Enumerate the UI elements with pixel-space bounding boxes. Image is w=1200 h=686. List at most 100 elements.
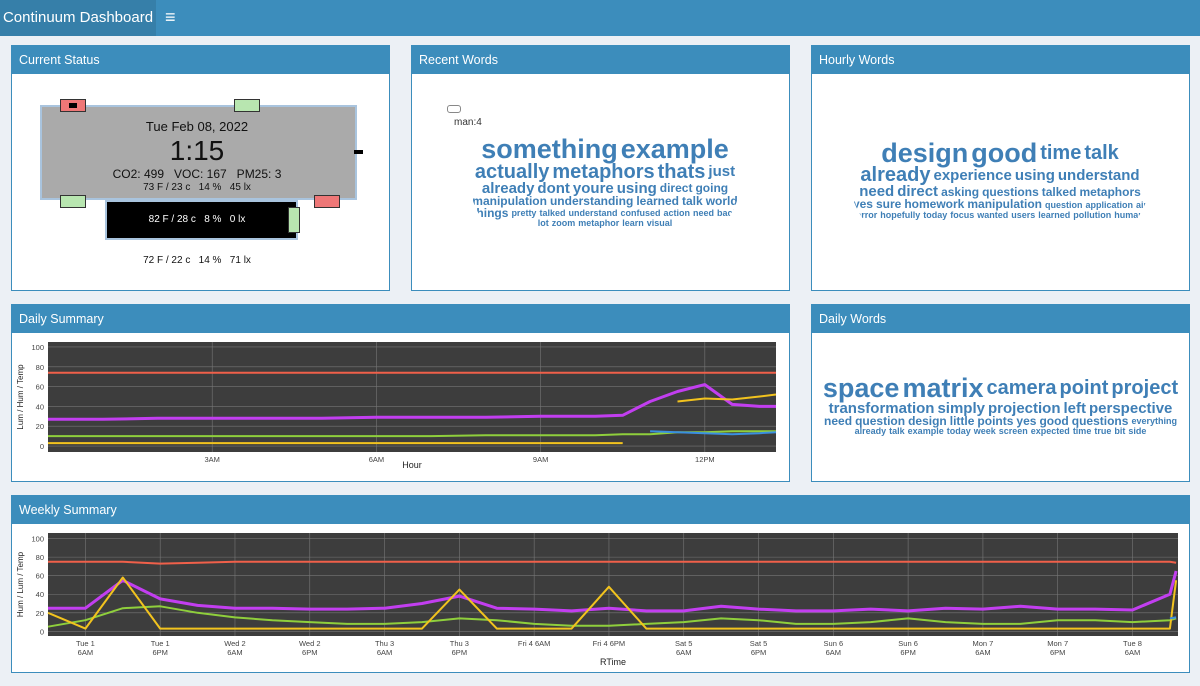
panel-title: Weekly Summary: [12, 496, 1189, 524]
word: time: [1072, 426, 1092, 437]
word: homework: [904, 197, 965, 212]
word: questions: [1071, 413, 1129, 428]
x-tick-label: 12PM: [695, 455, 715, 464]
word: true: [1094, 426, 1112, 437]
y-tick-label: 20: [36, 422, 44, 431]
chart: 0 20 40 60 80 100 RTime Hum / Lum / Temp: [16, 533, 1178, 667]
word: transformation: [828, 399, 935, 417]
x-tick-label: Sat 5 6AM: [674, 639, 693, 657]
word: using: [1014, 166, 1055, 184]
word: action: [663, 208, 691, 219]
x-tick-label: Mon 7 6PM: [1047, 639, 1069, 657]
word: matrix: [902, 373, 984, 404]
word-cloud: space matrix camera point project transformat…: [818, 336, 1183, 476]
word: understanding: [549, 194, 634, 209]
x-tick-label: Tue 8 6AM: [1123, 639, 1142, 657]
word: left: [1063, 399, 1087, 417]
word: design: [881, 137, 969, 168]
word-cloud: design good time talk already experience using…: [850, 85, 1150, 275]
x-tick-label: Sat 5 6PM: [749, 639, 768, 657]
word: week: [973, 426, 996, 437]
word: youre: [572, 180, 614, 198]
x-tick-label: Mon 7 6AM: [972, 639, 994, 657]
word: example: [907, 426, 944, 437]
word: learned: [636, 194, 679, 209]
indicator: [314, 195, 340, 208]
word: things: [472, 205, 509, 220]
word: wanted: [977, 209, 1009, 220]
word: understand: [568, 208, 618, 219]
y-tick-label: 40: [36, 590, 44, 599]
series-line: [48, 430, 776, 438]
word: pollution: [1073, 209, 1112, 220]
series-line: [650, 430, 777, 436]
word: talked: [539, 208, 566, 219]
y-axis-title: Hum / Lum / Temp: [16, 551, 25, 617]
daily-words-panel: Daily Words: [811, 304, 1190, 482]
word: metaphors: [1079, 184, 1141, 199]
y-tick-label: 20: [36, 609, 44, 618]
word: need: [859, 183, 895, 201]
x-tick-label: Wed 2 6PM: [298, 639, 321, 657]
x-tick-label: Thu 3 6AM: [374, 639, 395, 657]
word: already: [854, 426, 887, 437]
word: experience: [933, 166, 1012, 184]
brand-title[interactable]: Continuum Dashboard: [0, 0, 156, 36]
panel-title: Daily Words: [812, 305, 1189, 333]
y-tick-label: 80: [36, 363, 44, 372]
y-tick-label: 0: [40, 627, 44, 636]
chart: 0 20 40 60 80 100 3AM 6AM 9AM 12PM Hour Lum / Hum /…: [16, 342, 777, 470]
word: already: [860, 164, 931, 187]
word: air: [1136, 199, 1148, 210]
word: already: [481, 180, 535, 198]
indicator: [60, 99, 86, 112]
x-tick-label: Tue 1 6PM: [150, 639, 170, 657]
word: time: [1040, 141, 1082, 164]
word: confused: [620, 208, 661, 219]
y-axis-title: Lum / Hum / Temp: [16, 364, 25, 430]
status-room: 73 F / 23 c 14 % 45 lx: [143, 182, 251, 193]
word: manipulation: [472, 194, 547, 209]
word: talk: [682, 194, 703, 209]
series-line: [1169, 616, 1177, 620]
word-label: man:4: [454, 117, 482, 128]
y-tick-label: 40: [36, 402, 44, 411]
word: point: [1059, 377, 1109, 400]
word: projection: [987, 399, 1061, 417]
series-line: [48, 393, 777, 445]
word: talked: [1041, 184, 1077, 199]
word: points: [977, 413, 1014, 428]
indicator: [60, 195, 86, 208]
panel-title: Hourly Words: [812, 46, 1189, 74]
word: back: [717, 208, 738, 219]
daily-chart: 0 20 40 60 80 100 3AM 6AM 9AM 12PM Hour Lum / Hum /…: [11, 332, 789, 481]
word: actually: [474, 161, 550, 184]
x-tick-label: Tue 1 6AM: [75, 639, 95, 657]
y-tick-label: 100: [31, 535, 44, 544]
word: hopefully: [880, 209, 921, 220]
word: direct: [897, 183, 939, 201]
word: something: [481, 134, 618, 165]
word: thats: [657, 161, 706, 184]
word: manipulation: [967, 197, 1043, 212]
hourly-panel: Hourly Words: [811, 45, 1190, 291]
status-date: Tue Feb 08, 2022: [145, 119, 249, 134]
x-tick-label: Sun 6 6AM: [823, 639, 844, 657]
word: simply: [937, 399, 985, 417]
word: good: [971, 137, 1038, 168]
menu-toggle[interactable]: ≡: [165, 7, 176, 27]
word: yes: [852, 197, 873, 212]
y-tick-label: 0: [40, 442, 44, 451]
word: visual: [646, 218, 673, 229]
recent-panel: Recent Words: [411, 45, 790, 291]
word: example: [620, 134, 729, 165]
x-tick-label: Fri 4 6PM: [592, 639, 626, 648]
word: today: [923, 209, 948, 220]
word: bit: [1114, 426, 1126, 437]
word: application: [1085, 199, 1134, 210]
word-cloud: something example actually metaphors thats ju…: [470, 95, 740, 270]
word: talk: [1084, 141, 1119, 164]
legend-box: [447, 105, 461, 113]
word: understand: [1057, 166, 1140, 184]
